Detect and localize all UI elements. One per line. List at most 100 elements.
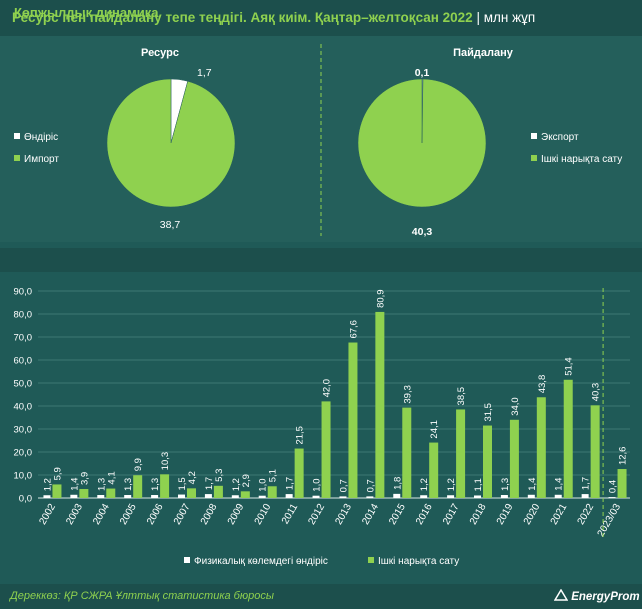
header-bar xyxy=(0,0,642,36)
legend-swatch-1 xyxy=(184,557,190,563)
x-tick-label-2006: 2006 xyxy=(145,502,166,527)
bar-production-2022 xyxy=(581,494,589,498)
data-label-production-2015: 1,8 xyxy=(392,477,403,490)
data-label-production-2006: 1,3 xyxy=(150,478,161,491)
bar-domestic-sales-2021 xyxy=(563,379,573,498)
x-tick-label-2019: 2019 xyxy=(495,502,516,527)
title-text: Ресурс пен пайдалану тепе теңдігі. Аяқ к… xyxy=(12,10,473,25)
data-label-domestic-sales-2011: 21,5 xyxy=(295,426,306,445)
x-tick-label-2008: 2008 xyxy=(199,502,220,527)
bar-production-2017 xyxy=(447,495,455,498)
legend-label-1: Физикалық көлемдегі өндіріс xyxy=(194,556,328,567)
page-title: Ресурс пен пайдалану тепе теңдігі. Аяқ к… xyxy=(12,10,536,25)
data-label-production-2008: 1,7 xyxy=(204,477,215,490)
data-label-production-2013: 0,7 xyxy=(338,479,349,492)
x-tick-label-2022: 2022 xyxy=(576,502,597,527)
bar-production-2012 xyxy=(312,495,320,498)
bar-domestic-sales-2014 xyxy=(375,311,385,498)
data-label-domestic-sales-2008: 5,3 xyxy=(214,469,225,482)
x-tick-label-2011: 2011 xyxy=(280,502,300,527)
y-tick-label-2: 20,0 xyxy=(14,448,33,459)
bar-production-2018 xyxy=(474,495,481,498)
pie-legend-label-1-1: Өндіріс xyxy=(24,132,58,143)
data-label-production-2002: 1,2 xyxy=(42,478,53,491)
data-label-domestic-sales-2019: 34,0 xyxy=(510,397,521,416)
data-label-production-2017: 1,2 xyxy=(446,478,457,491)
x-tick-label-2002: 2002 xyxy=(37,502,58,527)
pie-legend-label-2-1: Экспорт xyxy=(541,132,579,143)
data-label-domestic-sales-2016: 24,1 xyxy=(429,420,440,439)
y-tick-label-3: 30,0 xyxy=(14,425,33,436)
bar-domestic-sales-2012 xyxy=(321,401,331,498)
bar-domestic-sales-2017 xyxy=(456,409,466,498)
bar-production-2020 xyxy=(527,494,535,498)
data-label-production-2009: 1,2 xyxy=(231,478,242,491)
data-label-domestic-sales-2021: 51,4 xyxy=(564,357,575,376)
data-label-domestic-sales-2009: 2,9 xyxy=(241,474,252,487)
y-tick-label-1: 10,0 xyxy=(14,471,33,482)
bar-domestic-sales-2007 xyxy=(187,488,196,498)
x-tick-label-2010: 2010 xyxy=(253,502,274,527)
pie-title-2: Пайдалану xyxy=(453,47,514,59)
bar-production-2023/03 xyxy=(608,497,616,498)
bar-domestic-sales-2002 xyxy=(52,484,62,498)
x-tick-label-2003: 2003 xyxy=(64,502,85,527)
pie-legend-swatch-1-2 xyxy=(14,155,20,161)
data-label-domestic-sales-2005: 9,9 xyxy=(133,458,144,471)
bar-production-2009 xyxy=(231,495,239,498)
data-label-domestic-sales-2023/03: 12,6 xyxy=(618,447,629,466)
bar-domestic-sales-2018 xyxy=(483,425,492,498)
pie-legend-swatch-1-1 xyxy=(14,133,20,139)
source-note: Дереккөз: ҚР СЖРА Ұлттық статистика бюро… xyxy=(10,590,274,602)
bar-domestic-sales-2016 xyxy=(429,442,439,498)
pie-value-label-2-1: 0,1 xyxy=(415,67,430,79)
data-label-domestic-sales-2014: 80,9 xyxy=(375,289,386,308)
bar-production-2007 xyxy=(178,494,185,498)
data-label-production-2012: 1,0 xyxy=(312,478,323,491)
bar-domestic-sales-2019 xyxy=(509,419,519,498)
section-bar xyxy=(0,248,642,272)
x-tick-label-2017: 2017 xyxy=(441,502,462,527)
pie-value-label-2-2: 40,3 xyxy=(412,226,433,238)
pie-legend-label-2-2: Ішкі нарықта сату xyxy=(541,154,622,165)
data-label-production-2021: 1,4 xyxy=(554,478,565,491)
legend-label-2: Ішкі нарықта сату xyxy=(378,556,459,567)
x-tick-label-2018: 2018 xyxy=(468,502,489,527)
data-label-domestic-sales-2020: 43,8 xyxy=(537,375,548,394)
bar-domestic-sales-2003 xyxy=(79,489,89,498)
data-label-production-2014: 0,7 xyxy=(365,479,376,492)
data-label-domestic-sales-2012: 42,0 xyxy=(322,379,333,398)
y-tick-label-0: 0,0 xyxy=(19,494,32,505)
legend-swatch-2 xyxy=(368,557,374,563)
data-label-production-2020: 1,4 xyxy=(527,478,538,491)
data-label-domestic-sales-2010: 5,1 xyxy=(268,469,279,482)
data-label-production-2003: 1,4 xyxy=(69,478,80,491)
bar-domestic-sales-2011 xyxy=(294,448,304,498)
data-label-domestic-sales-2015: 39,3 xyxy=(402,385,413,404)
pie-value-label-1-1: 1,7 xyxy=(197,67,212,79)
data-label-domestic-sales-2007: 4,2 xyxy=(187,471,198,484)
x-tick-label-2016: 2016 xyxy=(414,502,435,527)
data-label-domestic-sales-2003: 3,9 xyxy=(79,472,90,485)
x-tick-label-2005: 2005 xyxy=(118,502,139,527)
x-tick-label-2007: 2007 xyxy=(172,502,193,527)
pie-value-label-1-2: 38,7 xyxy=(160,219,181,231)
y-tick-label-4: 40,0 xyxy=(14,402,33,413)
x-tick-label-2012: 2012 xyxy=(306,502,327,527)
x-tick-label-2015: 2015 xyxy=(387,502,408,527)
x-tick-label-2020: 2020 xyxy=(522,502,543,527)
bar-domestic-sales-2013 xyxy=(348,342,358,498)
bar-production-2005 xyxy=(124,495,132,498)
bar-domestic-sales-2006 xyxy=(160,474,170,498)
x-tick-label-2004: 2004 xyxy=(91,502,112,527)
section-title: Көпжылдық динамика xyxy=(14,5,159,20)
logo: EnergyProm xyxy=(553,588,640,603)
pie-slice-1-2 xyxy=(106,78,236,208)
data-label-domestic-sales-2013: 67,6 xyxy=(348,320,359,339)
data-label-domestic-sales-2022: 40,3 xyxy=(591,383,602,402)
pie-legend-swatch-2-1 xyxy=(531,133,537,139)
data-label-production-2019: 1,3 xyxy=(500,478,511,491)
bar-production-2003 xyxy=(70,494,78,498)
data-label-production-2005: 1,3 xyxy=(123,478,134,491)
pie-slice-2-2 xyxy=(357,78,487,208)
